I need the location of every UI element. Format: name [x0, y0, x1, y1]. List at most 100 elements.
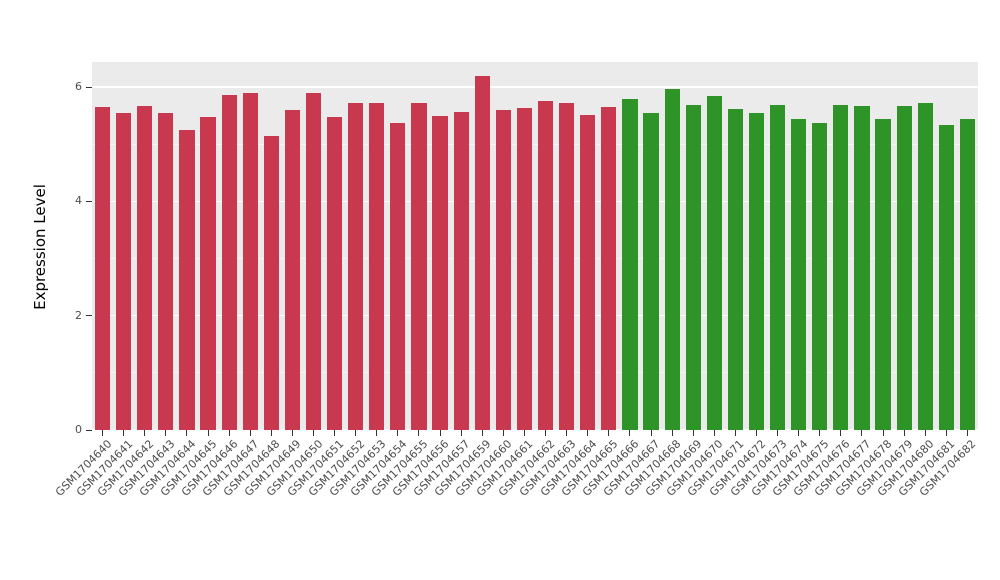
x-tickmark: [819, 430, 821, 436]
x-tickmark: [545, 430, 547, 436]
bar: [327, 116, 343, 430]
x-tickmark: [186, 430, 188, 436]
bar: [432, 115, 448, 430]
x-tickmark: [798, 430, 800, 436]
bar: [727, 108, 743, 430]
x-tickmark: [123, 430, 125, 436]
bar: [812, 123, 828, 430]
x-tickmark: [671, 430, 673, 436]
bar: [305, 92, 322, 430]
x-tickmark: [882, 430, 884, 436]
x-tickmark: [418, 430, 420, 436]
x-tickmark: [734, 430, 736, 436]
x-tickmark: [650, 430, 652, 436]
x-tickmark: [629, 430, 631, 436]
x-tickmark: [355, 430, 357, 436]
x-tickmark: [291, 430, 293, 436]
bar: [917, 102, 933, 430]
bar: [411, 102, 427, 430]
gridline-major: [92, 86, 978, 88]
bar: [200, 117, 216, 430]
gridline-minor: [92, 372, 978, 374]
y-tickmark: [86, 315, 92, 317]
bar: [685, 105, 701, 430]
x-tickmark: [439, 430, 441, 436]
bar: [833, 105, 849, 430]
bar: [242, 92, 258, 430]
x-tickmark: [334, 430, 336, 436]
gridline-minor: [92, 258, 978, 259]
x-tickmark: [460, 430, 462, 436]
bar: [116, 112, 132, 430]
x-tickmark: [165, 430, 167, 436]
x-tickmark: [777, 430, 779, 436]
bar: [580, 114, 596, 430]
y-tick-label: 4: [75, 194, 82, 208]
x-tickmark: [376, 430, 378, 436]
bar: [263, 135, 279, 430]
bar: [453, 111, 469, 430]
x-tickmark: [228, 430, 230, 436]
gridline-major: [92, 200, 978, 203]
bar: [791, 118, 807, 430]
bar: [137, 106, 153, 430]
x-tickmark: [523, 430, 525, 436]
bar: [643, 112, 659, 430]
gridline-minor: [92, 143, 978, 145]
bar: [622, 98, 638, 430]
x-tickmark: [249, 430, 251, 436]
x-tickmark: [966, 430, 968, 436]
bar: [854, 106, 870, 430]
y-tickmark: [86, 200, 92, 202]
x-tickmark: [397, 430, 399, 436]
y-tickmark: [86, 429, 92, 431]
y-tick-label: 2: [75, 308, 82, 322]
y-tick-label: 0: [75, 423, 82, 436]
chart-panel: [92, 62, 978, 431]
x-tickmark: [756, 430, 757, 436]
x-tickmark: [566, 430, 568, 436]
bar: [348, 103, 364, 430]
bar: [179, 130, 195, 430]
y-axis-title: Expression Level: [31, 184, 49, 310]
x-tickmark: [502, 430, 504, 436]
gridline-major: [92, 429, 978, 431]
x-tickmark: [692, 430, 694, 436]
x-tickmark: [861, 430, 863, 436]
x-tickmark: [207, 430, 209, 436]
bar: [158, 112, 174, 430]
bar: [390, 122, 406, 430]
x-tickmark: [313, 430, 314, 436]
x-tickmark: [481, 430, 483, 436]
x-tickmark: [840, 430, 842, 436]
bar: [896, 106, 912, 430]
x-tickmark: [587, 430, 589, 436]
bar: [94, 107, 111, 430]
x-tickmark: [924, 430, 926, 436]
bar: [601, 107, 617, 430]
bar: [664, 88, 680, 430]
bar: [495, 110, 511, 430]
bar: [369, 102, 385, 430]
x-tickmark: [144, 430, 146, 436]
bar: [770, 105, 786, 430]
bar: [938, 125, 954, 430]
x-tickmark: [608, 430, 610, 436]
gridline-major: [92, 315, 978, 317]
x-tickmark: [270, 430, 272, 436]
bar: [221, 94, 237, 430]
x-tickmark: [102, 430, 104, 436]
x-tickmark: [903, 430, 905, 436]
y-tickmark: [86, 86, 92, 88]
y-tick-label: 6: [75, 80, 82, 94]
bar: [875, 118, 891, 430]
bar: [559, 103, 575, 430]
bar: [537, 101, 554, 430]
x-tickmark: [945, 430, 947, 436]
bar: [748, 112, 765, 430]
bar: [474, 75, 490, 430]
bar: [516, 108, 533, 430]
x-tickmark: [713, 430, 715, 436]
bar: [706, 95, 722, 430]
